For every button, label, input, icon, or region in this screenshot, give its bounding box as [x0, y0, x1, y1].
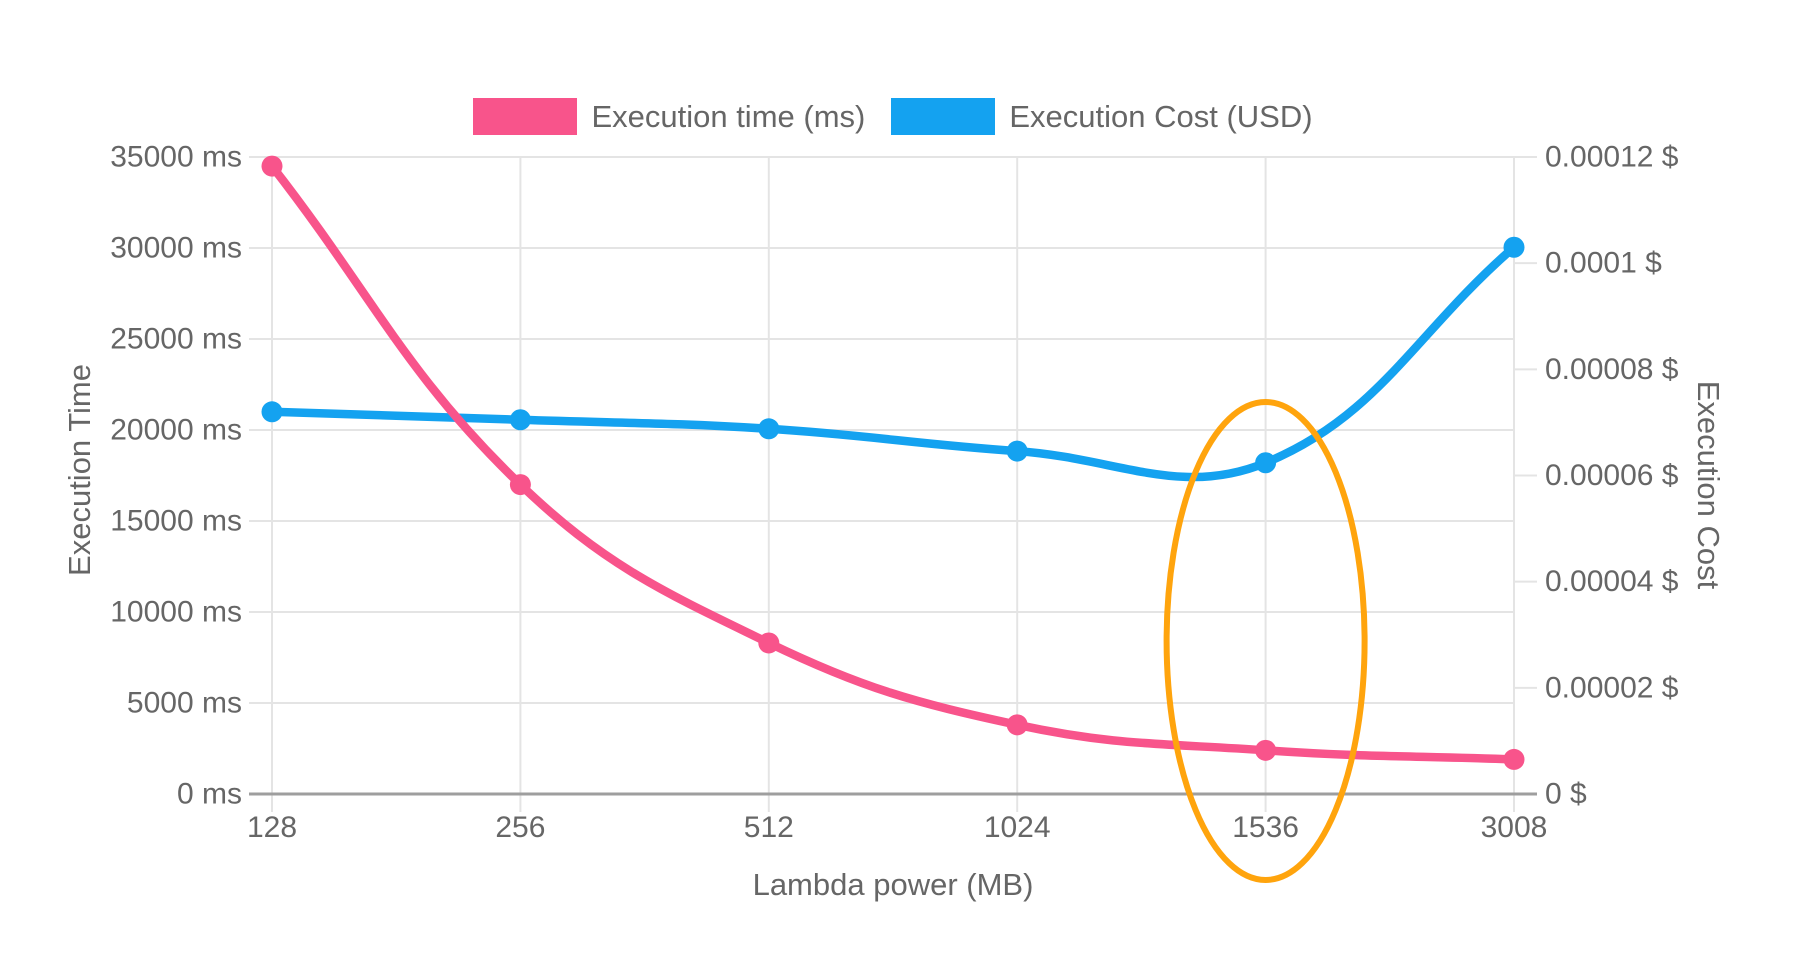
legend-item-execution-cost[interactable]: Execution Cost (USD): [891, 98, 1313, 135]
legend-label-execution-time: Execution time (ms): [591, 98, 866, 134]
execution-cost-point[interactable]: [1255, 452, 1277, 474]
y-left-tick-label: 10000 ms: [110, 596, 242, 629]
execution-time-point[interactable]: [758, 632, 780, 654]
x-tick-label: 3008: [1481, 811, 1548, 844]
y-right-tick-label: 0.00012 $: [1545, 141, 1679, 174]
y-right-tick-label: 0.00008 $: [1545, 353, 1679, 386]
x-tick-label: 512: [744, 811, 794, 844]
execution-cost-line: [267, 242, 1519, 482]
highlight-ellipse: [1163, 399, 1368, 883]
execution-time-point[interactable]: [1006, 714, 1028, 736]
y-left-tick-label: 35000 ms: [110, 141, 242, 174]
execution-time-point[interactable]: [261, 155, 283, 177]
y-right-tick-label: 0.00004 $: [1545, 565, 1679, 598]
x-tick-label: 1024: [984, 811, 1051, 844]
x-tick-label: 1536: [1232, 811, 1299, 844]
y-left-tick-label: 0 ms: [177, 778, 242, 811]
legend-label-execution-cost: Execution Cost (USD): [1009, 98, 1313, 134]
y-left-tick-label: 30000 ms: [110, 232, 242, 265]
execution-cost-point[interactable]: [1503, 236, 1525, 258]
y-right-tick-label: 0.00002 $: [1545, 671, 1679, 704]
x-tick-label: 128: [247, 811, 297, 844]
execution-cost-point[interactable]: [1006, 440, 1028, 462]
execution-cost-point[interactable]: [509, 409, 531, 431]
legend: Execution time (ms) Execution Cost (USD): [272, 98, 1514, 135]
left-axis-title: Execution Time: [62, 364, 97, 576]
legend-swatch-execution-time: [473, 98, 578, 135]
right-axis-title: Execution Cost: [1691, 380, 1726, 590]
y-right-tick-label: 0 $: [1545, 778, 1587, 811]
x-axis-title: Lambda power (MB): [752, 867, 1034, 902]
legend-swatch-execution-cost: [891, 98, 996, 135]
execution-time-line: [267, 161, 1519, 764]
execution-cost-point[interactable]: [261, 401, 283, 423]
execution-time-point[interactable]: [1255, 739, 1277, 761]
y-left-tick-label: 15000 ms: [110, 505, 242, 538]
y-right-tick-label: 0.0001 $: [1545, 247, 1662, 280]
y-left-tick-label: 25000 ms: [110, 323, 242, 356]
y-right-tick-label: 0.00006 $: [1545, 459, 1679, 492]
x-tick-label: 256: [495, 811, 545, 844]
execution-time-point[interactable]: [1503, 748, 1525, 770]
y-left-tick-label: 20000 ms: [110, 414, 242, 447]
y-left-tick-label: 5000 ms: [127, 687, 242, 720]
legend-item-execution-time[interactable]: Execution time (ms): [473, 98, 865, 135]
execution-time-point[interactable]: [509, 474, 531, 496]
execution-cost-point[interactable]: [758, 418, 780, 440]
